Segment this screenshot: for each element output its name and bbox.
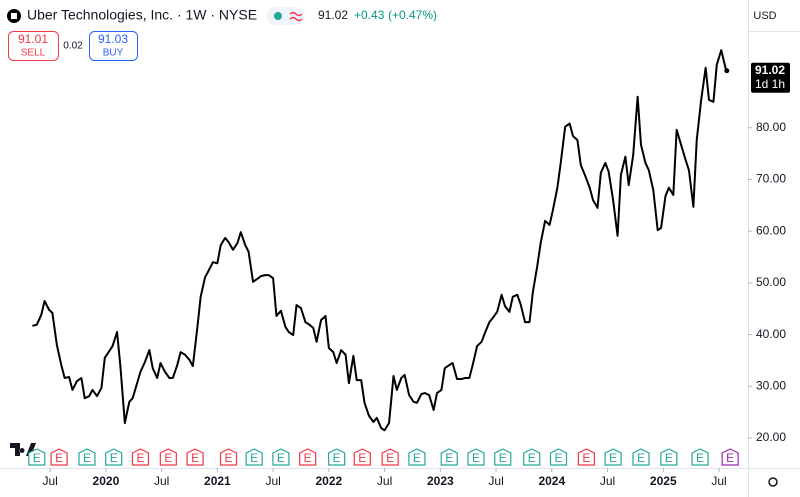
x-tick-label: Jul xyxy=(377,474,392,488)
x-tick-label: 2024 xyxy=(538,474,565,488)
earnings-label: E xyxy=(333,451,341,465)
x-tick-label: Jul xyxy=(711,474,726,488)
earnings-marker xyxy=(105,448,123,466)
x-tick-label: Jul xyxy=(154,474,169,488)
earnings-label: E xyxy=(472,451,480,465)
earnings-marker xyxy=(328,448,346,466)
last-price-label: 91.02 xyxy=(755,63,785,77)
earnings-marker xyxy=(660,448,678,466)
earnings-label: E xyxy=(225,451,233,465)
x-tick-label: Jul xyxy=(488,474,503,488)
buy-label: BUY xyxy=(103,48,124,59)
earnings-label: E xyxy=(191,451,199,465)
earnings-marker xyxy=(604,448,622,466)
sell-button[interactable] xyxy=(8,31,59,61)
earnings-marker xyxy=(186,448,204,466)
earnings-label: E xyxy=(250,451,258,465)
earnings-label: E xyxy=(304,451,312,465)
last-price: 91.02 xyxy=(318,8,348,22)
earnings-marker xyxy=(577,448,595,466)
sell-price: 91.01 xyxy=(18,32,48,46)
x-tick-label: Jul xyxy=(42,474,57,488)
y-tick-label: 80.00 xyxy=(756,120,786,134)
earnings-marker xyxy=(159,448,177,466)
x-tick-label: 2025 xyxy=(650,474,677,488)
buy-price: 91.03 xyxy=(98,32,128,46)
earnings-label: E xyxy=(528,451,536,465)
earnings-marker xyxy=(549,448,568,466)
earnings-label: E xyxy=(33,451,41,465)
spread: 0.02 xyxy=(63,41,83,52)
earnings-marker xyxy=(219,448,238,466)
earnings-label: E xyxy=(277,451,285,465)
earnings-marker xyxy=(353,448,371,466)
x-tick-label: 2020 xyxy=(93,474,120,488)
earnings-marker xyxy=(467,448,485,466)
earnings-marker xyxy=(721,448,739,466)
earnings-label: E xyxy=(582,451,590,465)
earnings-marker xyxy=(381,448,399,466)
last-point xyxy=(724,68,730,74)
earnings-marker xyxy=(632,448,650,466)
earnings-label: E xyxy=(696,451,704,465)
earnings-marker xyxy=(78,448,96,466)
earnings-label: E xyxy=(136,451,144,465)
earnings-label: E xyxy=(665,451,673,465)
earnings-label: E xyxy=(164,451,172,465)
price-change: +0.43 xyxy=(354,8,385,22)
earnings-marker xyxy=(272,448,290,466)
sell-label: SELL xyxy=(21,48,46,59)
x-tick-label: 2022 xyxy=(316,474,343,488)
last-price-box xyxy=(751,62,790,93)
price-line xyxy=(32,49,728,432)
earnings-label: E xyxy=(83,451,91,465)
earnings-marker xyxy=(245,448,263,466)
earnings-label: E xyxy=(726,451,734,465)
earnings-marker xyxy=(28,448,46,466)
earnings-marker xyxy=(131,448,150,466)
y-tick-label: 30.00 xyxy=(756,378,786,392)
market-status-dot xyxy=(274,12,282,20)
y-tick-label: 60.00 xyxy=(756,223,786,237)
status-pill[interactable] xyxy=(267,7,305,25)
y-tick-label: 70.00 xyxy=(756,172,786,186)
settings-icon[interactable] xyxy=(768,477,778,487)
earnings-marker xyxy=(299,448,317,466)
buy-button[interactable] xyxy=(89,31,138,61)
plot-area xyxy=(32,49,730,432)
earnings-marker xyxy=(691,448,709,466)
symbol-title: Uber Technologies, Inc. · 1W · NYSE xyxy=(27,7,257,23)
earnings-marker xyxy=(408,448,426,466)
x-tick-label: 2021 xyxy=(204,474,231,488)
y-tick-label: 50.00 xyxy=(756,275,786,289)
x-tick-label: 2023 xyxy=(427,474,454,488)
earnings-label: E xyxy=(499,451,507,465)
y-tick-label: 20.00 xyxy=(756,430,786,444)
bar-countdown: 1d 1h xyxy=(755,77,785,91)
earnings-marker xyxy=(440,448,458,466)
price-change-pct: (+0.47%) xyxy=(388,8,437,22)
earnings-label: E xyxy=(358,451,366,465)
symbol-logo-inner xyxy=(11,13,17,19)
currency[interactable]: USD xyxy=(753,10,776,22)
earnings-label: E xyxy=(637,451,645,465)
x-tick-label: Jul xyxy=(265,474,280,488)
earnings-label: E xyxy=(413,451,421,465)
earnings-marker xyxy=(523,448,541,466)
earnings-label: E xyxy=(386,451,394,465)
earnings-label: E xyxy=(554,451,562,465)
earnings-label: E xyxy=(55,451,63,465)
x-tick-label: Jul xyxy=(600,474,615,488)
earnings-marker xyxy=(50,448,68,466)
earnings-label: E xyxy=(609,451,617,465)
earnings-marker xyxy=(494,448,512,466)
earnings-label: E xyxy=(110,451,118,465)
data-status-icon xyxy=(289,11,303,22)
earnings-label: E xyxy=(445,451,453,465)
y-tick-label: 40.00 xyxy=(756,327,786,341)
